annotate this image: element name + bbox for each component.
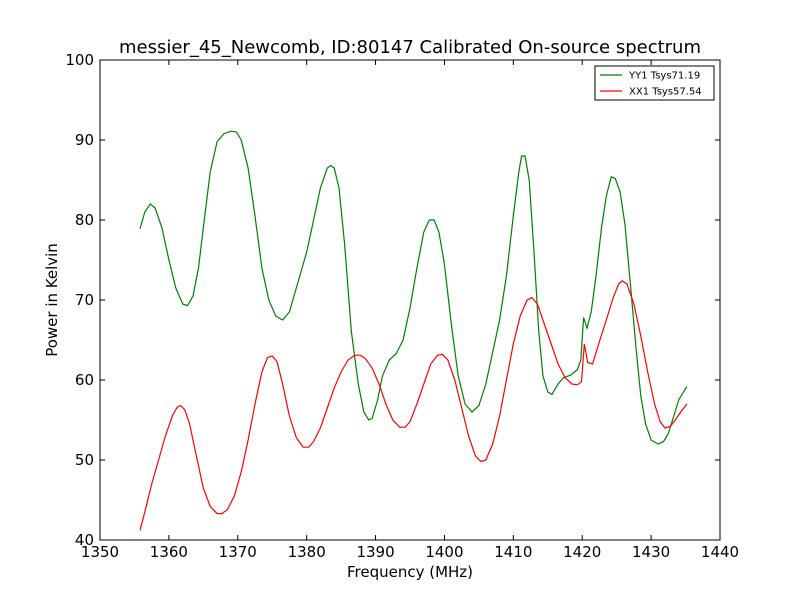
y-axis-label: Power in Kelvin xyxy=(43,243,61,357)
x-tick-label: 1410 xyxy=(494,543,532,561)
x-tick-label: 1440 xyxy=(701,543,739,561)
x-tick-label: 1430 xyxy=(632,543,670,561)
x-tick-label: 1400 xyxy=(425,543,463,561)
x-tick-label: 1370 xyxy=(219,543,257,561)
y-tick-label: 80 xyxy=(75,211,94,229)
x-tick-label: 1420 xyxy=(563,543,601,561)
y-tick-label: 60 xyxy=(75,371,94,389)
axes-frame xyxy=(99,59,721,541)
plot-area: 1350 1360 1370 1380 1390 1400 1410 1420 1430 1440… xyxy=(65,51,739,561)
legend: YY1 Tsys71.19 XX1 Tsys57.54 xyxy=(594,65,715,101)
series-line-xx1 xyxy=(139,280,688,531)
x-axis-label: Frequency (MHz) xyxy=(347,563,473,581)
y-tick-label: 40 xyxy=(75,531,94,549)
legend-label: YY1 Tsys71.19 xyxy=(628,71,700,82)
x-tick-label: 1380 xyxy=(288,543,326,561)
x-tick-label: 1390 xyxy=(356,543,394,561)
x-tick-label: 1350 xyxy=(81,543,119,561)
legend-label: XX1 Tsys57.54 xyxy=(629,87,702,98)
series-line-yy1 xyxy=(139,130,688,445)
x-tick-label: 1360 xyxy=(150,543,188,561)
y-tick-label: 50 xyxy=(75,451,94,469)
legend-box xyxy=(594,65,715,101)
chart-title: messier_45_Newcomb, ID:80147 Calibrated … xyxy=(119,37,701,58)
y-tick-label: 90 xyxy=(75,131,94,149)
y-tick-label: 100 xyxy=(65,51,94,69)
y-tick-label: 70 xyxy=(75,291,94,309)
